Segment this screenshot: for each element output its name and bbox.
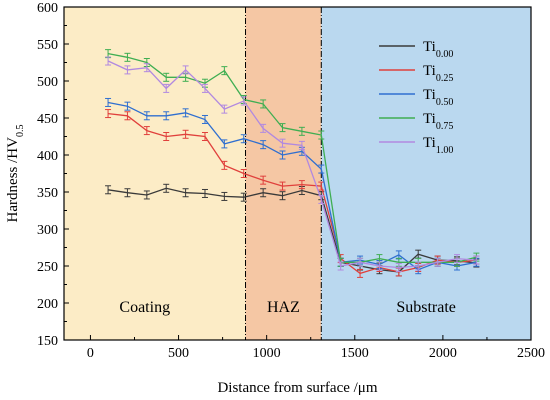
region-labels: Coating HAZ Substrate (119, 299, 455, 316)
legend-entry: Ti0.50 (423, 87, 453, 108)
y-tick-label: 550 (37, 38, 58, 53)
x-tick-label: 2500 (517, 346, 545, 361)
region-coating (64, 7, 246, 340)
y-tick-label: 400 (37, 149, 58, 164)
region-haz (245, 7, 322, 340)
x-tick-label: 1000 (253, 346, 281, 361)
x-axis-title: Distance from surface /μm (217, 380, 377, 396)
legend-entry: Ti0.75 (423, 111, 453, 132)
x-tick-label: 500 (168, 346, 189, 361)
legend-entry: Ti0.00 (423, 39, 453, 60)
series-line (108, 187, 477, 273)
y-tick-label: 500 (37, 75, 58, 90)
legend-entry: Ti1.00 (423, 135, 453, 156)
region-backgrounds (64, 7, 531, 340)
region-label-substrate: Substrate (396, 299, 456, 316)
y-tick-label: 200 (37, 297, 58, 312)
x-tick-label: 1500 (341, 346, 369, 361)
legend: Ti0.00 Ti0.25 Ti0.50 Ti0.75 Ti1.00 (379, 39, 453, 156)
legend-entry: Ti0.25 (423, 63, 453, 84)
region-substrate (321, 7, 531, 340)
y-tick-label: 250 (37, 260, 58, 275)
y-axis-title-main: Hardness /HV (5, 137, 21, 223)
x-tick-label: 2000 (429, 346, 457, 361)
region-label-coating: Coating (119, 299, 170, 316)
y-axis-title-sub: 0.5 (15, 125, 26, 138)
series-line (107, 52, 477, 263)
axes: 0 500 1000 1500 2000 2500 150 200 250 300 350 400 45… (37, 1, 545, 361)
x-tick-label: 0 (87, 346, 94, 361)
region-label-haz: HAZ (267, 299, 300, 316)
y-axis-title: Hardness /HV0.5 (5, 125, 26, 223)
y-tick-label: 450 (37, 112, 58, 127)
y-tick-label: 600 (37, 1, 58, 16)
series-line (107, 101, 477, 271)
y-tick-label: 350 (37, 186, 58, 201)
series-ti-1-00 (105, 56, 480, 272)
y-tick-label: 150 (37, 334, 58, 349)
series-line (107, 60, 477, 269)
series-line (108, 112, 477, 275)
series-lines (105, 49, 480, 278)
y-tick-label: 300 (37, 223, 58, 238)
